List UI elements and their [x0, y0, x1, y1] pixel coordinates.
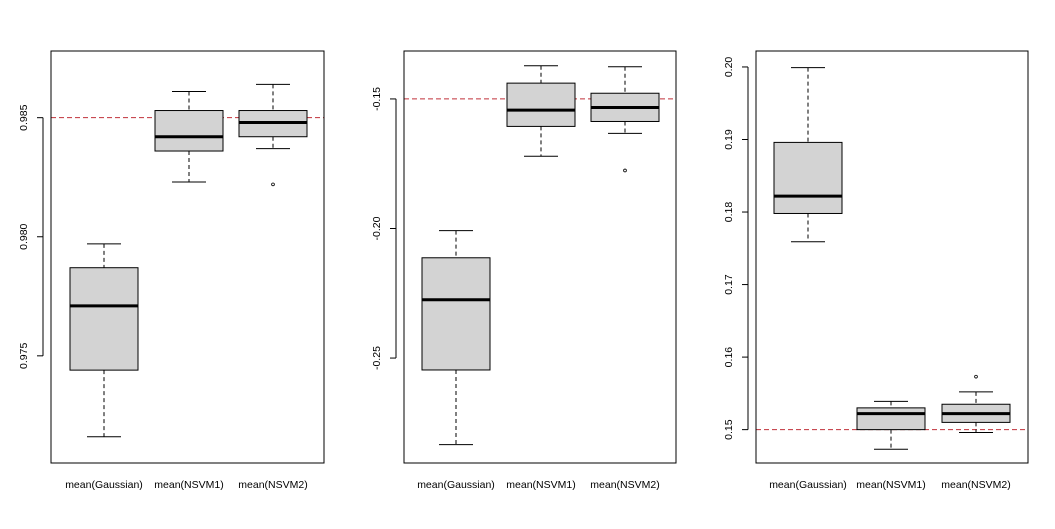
- box-iqr: [506, 82, 576, 127]
- box-iqr: [69, 267, 139, 371]
- plot-frame: [403, 50, 677, 464]
- outlier-point: [271, 182, 275, 187]
- x-category-label: mean(NSVM2): [941, 479, 1010, 491]
- box-iqr: [154, 110, 224, 152]
- y-tick-label: 0.975: [18, 343, 30, 369]
- y-tick-label: 0.980: [18, 223, 30, 249]
- box-iqr: [773, 141, 843, 214]
- box-iqr: [856, 407, 926, 431]
- x-category-label: mean(NSVM1): [506, 479, 575, 491]
- box-3: [590, 66, 660, 173]
- outlier-point: [623, 168, 627, 173]
- x-category-label: mean(NSVM2): [590, 479, 659, 491]
- y-tick-label: -0.20: [371, 216, 383, 240]
- y-tick-label: -0.15: [371, 87, 383, 111]
- y-tick-label: 0.17: [723, 274, 735, 295]
- box-2: [154, 90, 224, 183]
- box-1: [69, 243, 139, 438]
- boxplot-panel-middle: -0.25 -0.20 -0.15 mean(Gaussian) mean(NSVM1)…: [371, 50, 677, 491]
- box-3: [941, 374, 1011, 434]
- outlier-point: [974, 374, 978, 379]
- plot-frame: [50, 50, 325, 464]
- y-tick-label: 0.15: [723, 419, 735, 440]
- box-2: [856, 400, 926, 450]
- box-3: [238, 83, 308, 187]
- box-iqr: [421, 257, 491, 371]
- y-tick-label: 0.985: [18, 104, 30, 130]
- y-tick-label: 0.20: [723, 57, 735, 78]
- x-category-label: mean(NSVM1): [154, 479, 223, 491]
- box-1: [773, 67, 843, 243]
- x-category-label: mean(Gaussian): [769, 479, 847, 491]
- boxplot-panel-left: 0.975 0.980 0.985 mean(Gaussian) mean(NSVM1)…: [18, 50, 325, 491]
- x-category-label: mean(NSVM2): [238, 479, 307, 491]
- plot-frame: [755, 50, 1029, 464]
- x-category-label: mean(Gaussian): [417, 479, 495, 491]
- x-category-label: mean(Gaussian): [65, 479, 143, 491]
- y-tick-label: -0.25: [371, 346, 383, 370]
- x-category-label: mean(NSVM1): [856, 479, 925, 491]
- box-1: [421, 230, 491, 446]
- box-2: [506, 65, 576, 157]
- boxplot-panel-right: 0.15 0.16 0.17 0.18 0.19 0.20 mean(Gaussian) me…: [723, 50, 1029, 491]
- y-tick-label: 0.19: [723, 129, 735, 150]
- y-tick-label: 0.16: [723, 347, 735, 368]
- y-tick-label: 0.18: [723, 202, 735, 223]
